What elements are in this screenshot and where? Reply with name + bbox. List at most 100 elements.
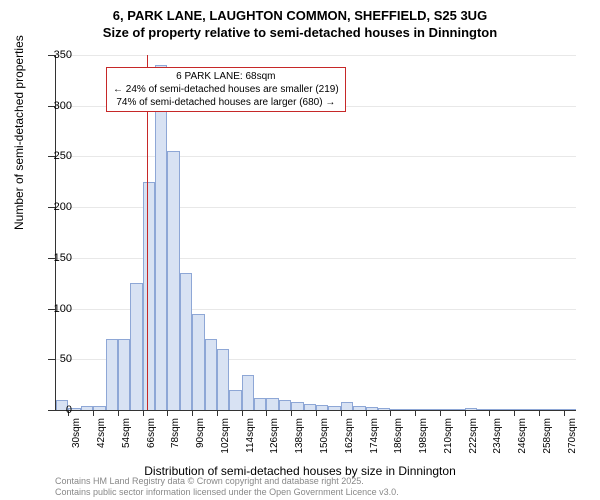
x-tick-label: 162sqm <box>344 418 355 454</box>
x-tick <box>341 410 342 416</box>
histogram-bar <box>551 409 563 410</box>
plot-area: 6 PARK LANE: 68sqm← 24% of semi-detached… <box>55 55 576 411</box>
x-tick <box>266 410 267 416</box>
x-tick-label: 198sqm <box>418 418 429 454</box>
histogram-bar <box>192 314 204 410</box>
histogram-bar <box>304 404 316 410</box>
gridline <box>56 207 576 208</box>
x-tick-label: 126sqm <box>269 418 280 454</box>
y-tick-label: 200 <box>54 201 72 213</box>
y-tick <box>48 410 56 411</box>
histogram-bar <box>180 273 192 410</box>
histogram-bar <box>316 405 328 410</box>
x-tick-label: 234sqm <box>492 418 503 454</box>
histogram-bar <box>403 409 415 410</box>
histogram-bar <box>353 406 365 410</box>
y-tick-label: 0 <box>66 404 72 416</box>
gridline <box>56 156 576 157</box>
x-tick <box>217 410 218 416</box>
x-tick-label: 114sqm <box>245 418 256 453</box>
histogram-bar <box>266 398 278 410</box>
y-tick-label: 50 <box>60 353 72 365</box>
x-tick-label: 102sqm <box>220 418 231 454</box>
x-tick <box>465 410 466 416</box>
histogram-bar <box>415 409 427 410</box>
histogram-bar <box>378 408 390 410</box>
x-tick <box>118 410 119 416</box>
x-tick <box>167 410 168 416</box>
histogram-bar <box>81 406 93 410</box>
histogram-bar <box>106 339 118 410</box>
x-tick-label: 210sqm <box>443 418 454 454</box>
histogram-bar <box>229 390 241 410</box>
x-tick-label: 90sqm <box>195 418 206 448</box>
x-tick <box>415 410 416 416</box>
x-tick <box>143 410 144 416</box>
histogram-bar <box>242 375 254 411</box>
x-tick <box>291 410 292 416</box>
histogram-bar <box>167 151 179 410</box>
x-tick-label: 42sqm <box>96 418 107 448</box>
histogram-bar <box>477 409 489 410</box>
x-tick <box>440 410 441 416</box>
histogram-bar <box>427 409 439 410</box>
x-tick <box>242 410 243 416</box>
histogram-bar <box>143 182 155 410</box>
x-tick <box>564 410 565 416</box>
gridline <box>56 258 576 259</box>
chart-title: 6, PARK LANE, LAUGHTON COMMON, SHEFFIELD… <box>0 0 600 42</box>
annotation-line: 6 PARK LANE: 68sqm <box>113 70 339 83</box>
x-tick-label: 246sqm <box>517 418 528 454</box>
footer-line-1: Contains HM Land Registry data © Crown c… <box>55 476 399 487</box>
title-line-1: 6, PARK LANE, LAUGHTON COMMON, SHEFFIELD… <box>0 8 600 25</box>
x-tick-label: 78sqm <box>170 418 181 448</box>
footer-line-2: Contains public sector information licen… <box>55 487 399 498</box>
x-tick <box>489 410 490 416</box>
histogram-bar <box>118 339 130 410</box>
y-axis-title: Number of semi-detached properties <box>12 35 26 230</box>
histogram-bar <box>366 407 378 410</box>
histogram-bar <box>564 409 576 410</box>
title-line-2: Size of property relative to semi-detach… <box>0 25 600 42</box>
y-tick-label: 250 <box>54 150 72 162</box>
histogram-bar <box>514 409 526 410</box>
chart-container: 6, PARK LANE, LAUGHTON COMMON, SHEFFIELD… <box>0 0 600 500</box>
x-tick-label: 66sqm <box>146 418 157 448</box>
histogram-bar <box>489 409 501 410</box>
x-tick <box>316 410 317 416</box>
x-tick-label: 138sqm <box>294 418 305 454</box>
x-tick-label: 150sqm <box>319 418 330 454</box>
histogram-bar <box>205 339 217 410</box>
histogram-bar <box>440 409 452 410</box>
x-tick-label: 174sqm <box>369 418 380 454</box>
x-tick-label: 30sqm <box>71 418 82 448</box>
footer-attribution: Contains HM Land Registry data © Crown c… <box>55 476 399 498</box>
x-tick <box>539 410 540 416</box>
histogram-bar <box>217 349 229 410</box>
annotation-line: 74% of semi-detached houses are larger (… <box>113 96 339 109</box>
x-tick-label: 258sqm <box>542 418 553 454</box>
annotation-line: ← 24% of semi-detached houses are smalle… <box>113 83 339 96</box>
y-tick-label: 300 <box>54 100 72 112</box>
x-tick-label: 222sqm <box>468 418 479 454</box>
histogram-bar <box>93 406 105 410</box>
histogram-bar <box>291 402 303 410</box>
gridline <box>56 55 576 56</box>
histogram-bar <box>130 283 142 410</box>
annotation-box: 6 PARK LANE: 68sqm← 24% of semi-detached… <box>106 67 346 112</box>
x-tick <box>93 410 94 416</box>
y-tick <box>48 359 56 360</box>
y-tick-label: 150 <box>54 252 72 264</box>
x-tick <box>514 410 515 416</box>
x-tick-label: 186sqm <box>393 418 404 454</box>
x-tick <box>390 410 391 416</box>
x-tick-label: 54sqm <box>121 418 132 448</box>
histogram-bar <box>155 65 167 410</box>
y-tick-label: 350 <box>54 49 72 61</box>
histogram-bar <box>465 408 477 410</box>
histogram-bar <box>526 409 538 410</box>
x-tick <box>366 410 367 416</box>
histogram-bar <box>502 409 514 410</box>
histogram-bar <box>279 400 291 410</box>
x-tick <box>192 410 193 416</box>
